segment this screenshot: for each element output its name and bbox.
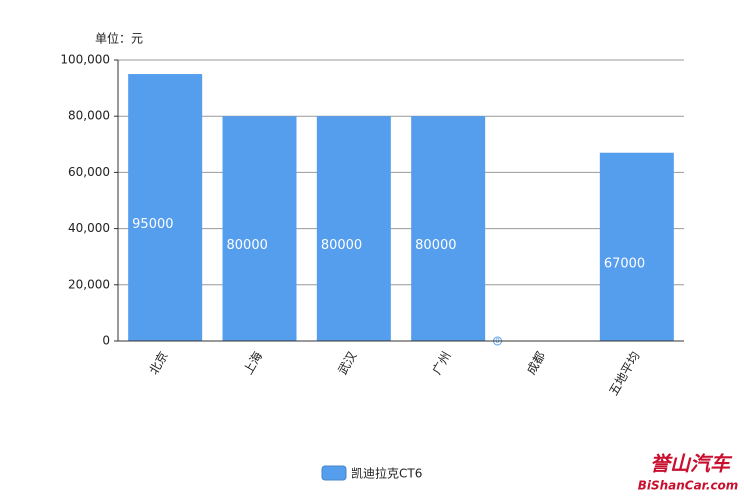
- bar: [128, 74, 203, 342]
- y-tick-label: 60,000: [68, 165, 110, 179]
- y-tick-label: 80,000: [68, 109, 110, 123]
- y-axis-label: 单位：元: [95, 31, 143, 46]
- legend-swatch: [321, 465, 347, 481]
- value-label: 80000: [321, 238, 362, 253]
- watermark-title: 誉山汽车: [650, 452, 733, 476]
- x-tick-label: 上海: [240, 349, 265, 377]
- watermark-site: BiShanCar.com: [638, 479, 739, 493]
- bar: [599, 152, 674, 341]
- y-tick-label: 100,000: [60, 53, 110, 67]
- bar: [316, 116, 391, 341]
- legend-label: 凯迪拉克CT6: [351, 466, 422, 481]
- y-tick-label: 40,000: [68, 221, 110, 235]
- x-tick-label: 广州: [430, 349, 454, 377]
- y-tick-label: 0: [102, 334, 110, 348]
- value-label: 95000: [132, 217, 173, 232]
- bar: [222, 116, 297, 341]
- x-tick-label: 五地平均: [606, 349, 642, 398]
- y-tick-label: 20,000: [68, 277, 110, 291]
- value-label: 80000: [415, 238, 456, 253]
- x-tick-label: 北京: [147, 349, 171, 377]
- bar: [411, 116, 486, 341]
- value-label: 80000: [227, 238, 268, 253]
- value-label: 67000: [604, 256, 645, 271]
- x-tick-label: 武汉: [335, 349, 359, 377]
- x-tick-label: 成都: [524, 349, 548, 377]
